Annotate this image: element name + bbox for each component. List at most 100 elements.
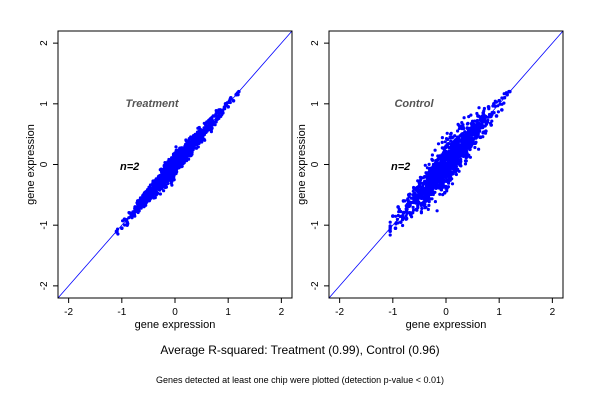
data-point (400, 215, 404, 219)
data-point (424, 205, 428, 209)
data-point (194, 141, 199, 146)
data-point (186, 144, 191, 149)
data-point (406, 193, 411, 197)
data-point (440, 146, 444, 150)
data-point (130, 214, 135, 218)
x-tick-label: -2 (64, 307, 73, 318)
data-point (388, 229, 392, 234)
data-point (148, 183, 153, 187)
data-point (209, 130, 213, 134)
data-point (455, 156, 459, 160)
data-point (443, 184, 447, 189)
data-point (116, 232, 120, 236)
data-point (406, 197, 410, 201)
data-point (475, 134, 479, 138)
data-point (401, 223, 405, 228)
data-point (394, 214, 398, 218)
data-point (154, 180, 159, 185)
data-point (486, 115, 490, 119)
data-point (433, 148, 437, 152)
data-point (164, 185, 168, 189)
data-point (470, 125, 474, 130)
data-point (135, 208, 140, 212)
data-point (223, 102, 228, 106)
data-point (138, 199, 143, 203)
data-point (454, 172, 458, 177)
data-point (125, 220, 129, 224)
data-point (412, 186, 416, 191)
x-axis-label: gene expression (135, 319, 216, 331)
data-point (158, 192, 162, 196)
sample-count-label: n=2 (120, 161, 139, 173)
data-point (417, 185, 421, 189)
data-point (189, 147, 193, 152)
data-point (463, 130, 467, 134)
x-tick-label: 1 (225, 307, 231, 318)
x-tick-label: 2 (279, 307, 285, 318)
data-point (210, 123, 215, 127)
data-point (441, 177, 446, 182)
data-point (423, 202, 427, 207)
data-point (206, 126, 210, 130)
y-axis-label: gene expression (296, 124, 308, 205)
x-tick-label: 0 (172, 307, 178, 318)
data-point (146, 196, 151, 200)
data-point (458, 144, 462, 148)
data-point (412, 196, 416, 200)
data-point (123, 223, 127, 227)
data-point (409, 196, 413, 200)
data-point (457, 126, 461, 131)
data-point (161, 180, 165, 184)
data-point (122, 217, 127, 221)
data-point (183, 153, 188, 158)
panel-title: Treatment (126, 98, 180, 110)
identity-line (57, 30, 293, 299)
identity-line (328, 30, 564, 299)
data-point (174, 145, 178, 149)
data-point (448, 136, 452, 140)
data-point (485, 120, 490, 124)
data-point (414, 208, 419, 212)
data-point (193, 146, 198, 150)
data-point (462, 153, 467, 158)
data-point (171, 152, 176, 156)
data-point (478, 135, 483, 139)
data-point (213, 123, 217, 127)
data-point (420, 196, 424, 200)
data-point (210, 116, 214, 120)
data-point (197, 132, 201, 136)
data-point (149, 195, 153, 199)
data-point (440, 140, 444, 144)
data-point (449, 131, 453, 135)
data-point (191, 134, 196, 138)
data-point (125, 223, 129, 227)
data-point (440, 153, 444, 157)
data-point (166, 165, 170, 169)
data-point (458, 152, 462, 157)
data-point (175, 148, 179, 152)
data-point (427, 203, 431, 207)
sample-count-label: n=2 (391, 161, 410, 173)
data-point (440, 136, 444, 140)
data-point (409, 211, 414, 215)
data-point (467, 115, 471, 119)
data-point (215, 117, 220, 121)
data-point (143, 190, 148, 194)
data-point (162, 189, 166, 193)
data-point (157, 175, 161, 179)
panel-control: -2 -1 0 1 2 -2 -1 0 1 2 gene expression gene expres… (296, 30, 564, 331)
data-point (480, 117, 484, 121)
y-tick-label: 1 (39, 101, 50, 107)
data-point (476, 122, 480, 126)
data-point (415, 187, 419, 191)
data-point (417, 191, 421, 195)
data-point (202, 130, 206, 135)
data-point (435, 158, 439, 162)
data-point (470, 143, 474, 147)
data-point (169, 178, 173, 182)
y-tick-label: 0 (310, 161, 321, 167)
data-point (457, 159, 462, 164)
data-point (202, 126, 207, 130)
data-point (459, 138, 463, 142)
